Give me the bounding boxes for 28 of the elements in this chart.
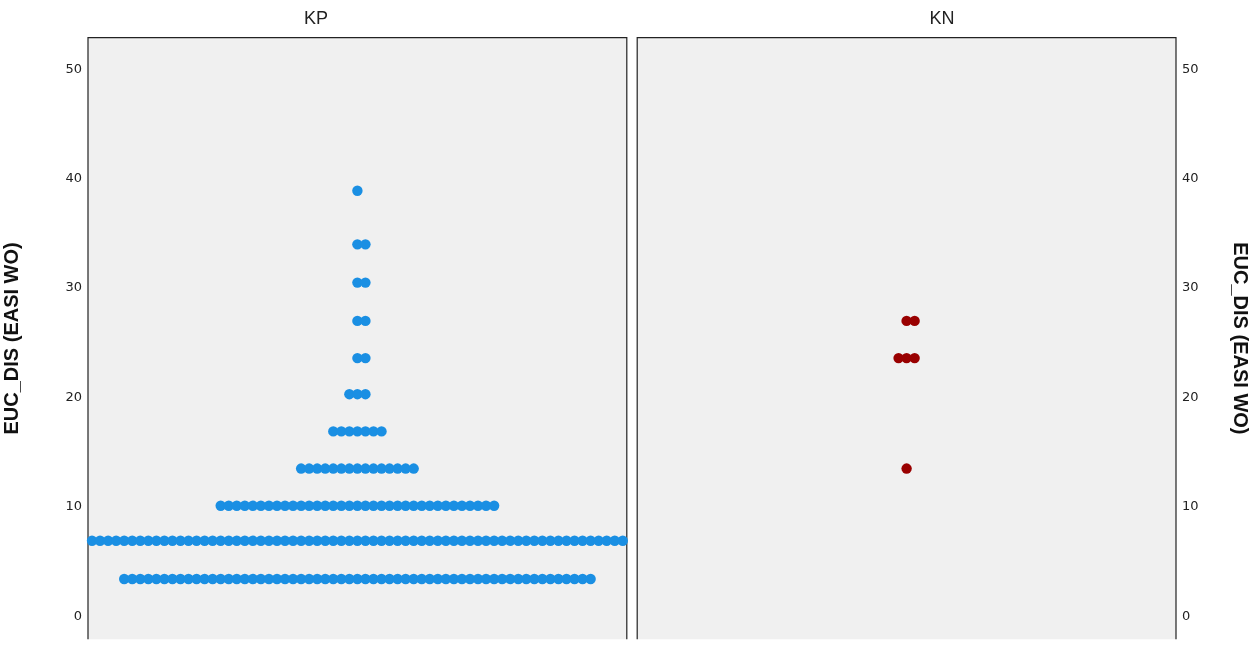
y-tick-label: 0 <box>73 607 82 623</box>
point <box>408 463 419 474</box>
y-tick-label: 40 <box>65 170 82 186</box>
point <box>360 388 371 400</box>
y-axis-title: EUC_DIS (EASI WO) <box>0 242 22 435</box>
point <box>360 352 371 364</box>
y-tick-label: 10 <box>65 498 82 514</box>
point <box>909 352 920 364</box>
y-tick-label: 40 <box>1182 170 1199 186</box>
y-tick-label: 30 <box>65 279 82 295</box>
chart-title: KN <box>929 7 955 28</box>
point <box>585 573 596 585</box>
y-tick-label: 10 <box>1182 498 1199 514</box>
point <box>901 463 912 474</box>
y-tick-label: 50 <box>1182 60 1199 76</box>
point <box>360 277 371 288</box>
y-tick-label: 0 <box>1182 607 1191 623</box>
chart-title: KP <box>303 7 329 28</box>
point <box>376 426 387 437</box>
y-tick-label: 50 <box>65 60 82 76</box>
point <box>352 185 363 196</box>
y-axis-title: EUC_DIS (EASI WO) <box>1230 242 1252 435</box>
point <box>909 315 920 327</box>
y-tick-label: 30 <box>1182 279 1199 295</box>
y-tick-label: 20 <box>65 388 82 404</box>
point <box>360 315 371 327</box>
y-tick-label: 20 <box>1182 388 1199 404</box>
point <box>360 239 371 250</box>
